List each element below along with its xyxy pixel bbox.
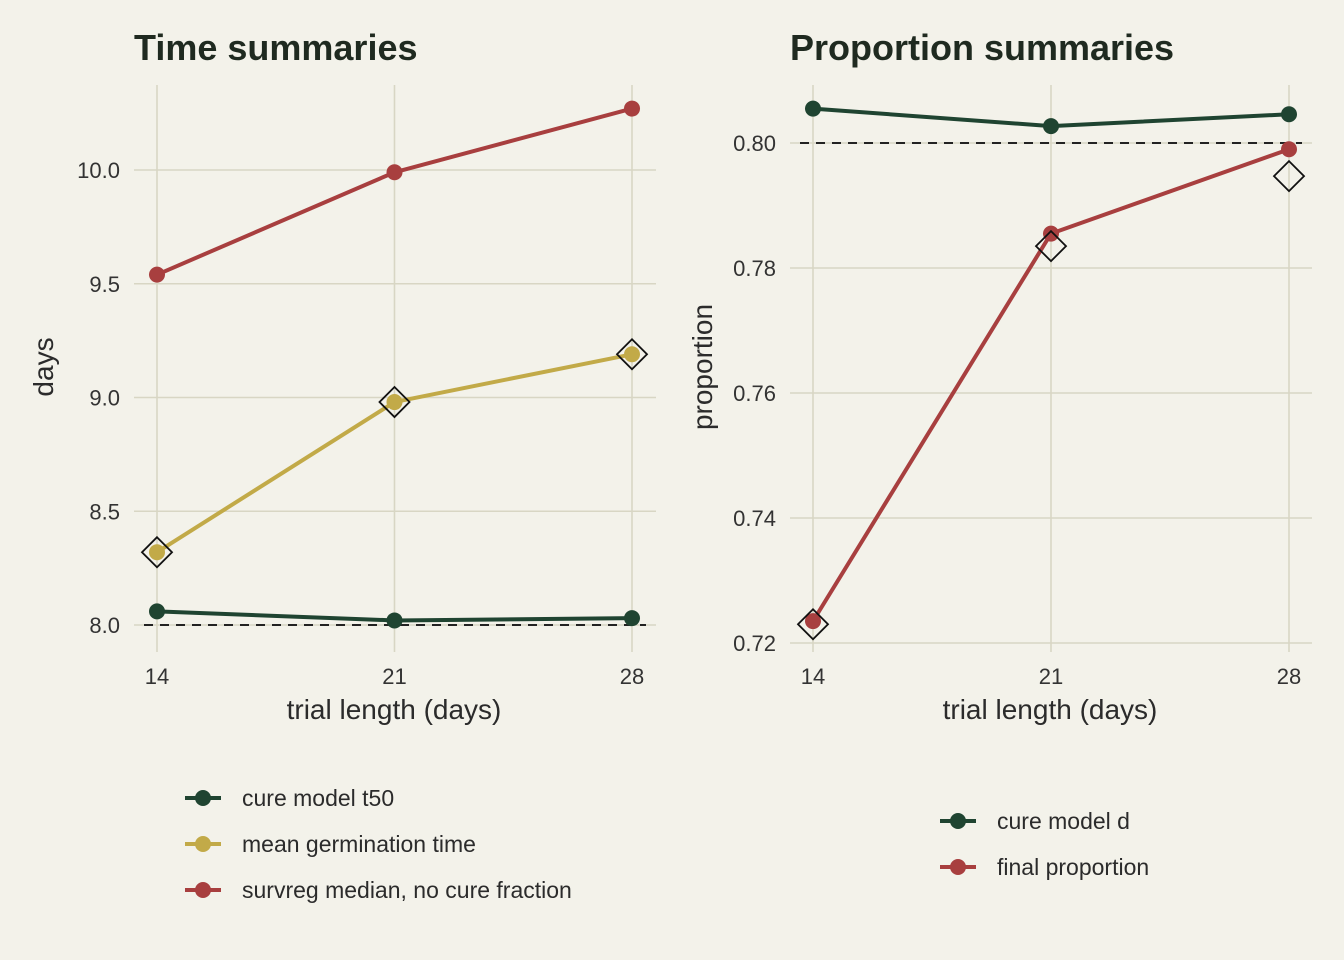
legend-item: cure model t50: [185, 785, 394, 811]
data-point: [805, 613, 821, 630]
reference-markers: [796, 159, 1306, 641]
data-point: [386, 394, 403, 411]
legend-label: cure model t50: [242, 785, 394, 811]
x-axis-label: trial length (days): [943, 694, 1158, 725]
data-point: [149, 603, 165, 620]
y-axis-label: proportion: [687, 304, 718, 430]
data-point: [1043, 118, 1059, 135]
data-point: [1281, 141, 1297, 158]
y-tick-label: 0.78: [733, 256, 776, 281]
legend-swatch-point: [195, 882, 211, 898]
legend-item: mean germination time: [185, 831, 476, 857]
y-tick-label: 8.0: [89, 613, 120, 638]
legend-label: survreg median, no cure fraction: [242, 877, 572, 903]
legend: cure model t50 mean germination time survr…: [185, 785, 572, 903]
data-point: [1043, 225, 1059, 242]
time-summaries-panel: Time summaries 8.0 8.5 9.0 9.5 10.0 14 21 28 t…: [28, 27, 656, 903]
data-point: [805, 100, 821, 117]
legend-label: cure model d: [997, 808, 1130, 834]
data-point: [149, 266, 165, 283]
x-tick-label: 28: [620, 664, 644, 689]
legend-item: final proportion: [940, 854, 1149, 880]
diamond-marker: [1272, 159, 1306, 193]
data-point: [624, 100, 640, 117]
legend-item: survreg median, no cure fraction: [185, 877, 572, 903]
legend-swatch-point: [195, 790, 211, 806]
x-tick-labels: 14 21 28: [801, 664, 1301, 689]
legend-item: cure model d: [940, 808, 1130, 834]
legend: cure model d final proportion: [940, 808, 1149, 880]
data-point: [386, 164, 403, 181]
y-tick-label: 0.80: [733, 131, 776, 156]
y-axis-label: days: [28, 337, 59, 396]
y-tick-labels: 0.72 0.74 0.76 0.78 0.80: [733, 131, 776, 656]
series-lines: [805, 100, 1297, 630]
data-point: [386, 612, 403, 629]
x-tick-label: 21: [382, 664, 406, 689]
data-point: [624, 610, 640, 627]
panel-title: Proportion summaries: [790, 27, 1174, 68]
y-tick-label: 0.74: [733, 506, 776, 531]
y-tick-label: 8.5: [89, 499, 120, 524]
x-tick-label: 14: [801, 664, 825, 689]
diamond-marker: [378, 385, 411, 419]
legend-swatch-point: [195, 836, 211, 852]
x-tick-label: 28: [1277, 664, 1301, 689]
legend-label: final proportion: [997, 854, 1149, 880]
x-tick-label: 21: [1039, 664, 1063, 689]
y-tick-label: 10.0: [77, 158, 120, 183]
x-axis-label: trial length (days): [287, 694, 502, 725]
reference-markers: [140, 338, 649, 569]
diamond-marker: [796, 607, 830, 641]
proportion-summaries-panel: Proportion summaries 0.72 0.74 0.76 0.78 0.8…: [687, 27, 1312, 880]
y-tick-labels: 8.0 8.5 9.0 9.5 10.0: [77, 158, 120, 638]
x-tick-label: 14: [145, 664, 169, 689]
diamond-marker: [615, 338, 649, 371]
gridlines: [790, 85, 1312, 652]
legend-swatch-point: [950, 859, 966, 875]
diamond-marker: [140, 535, 174, 569]
y-tick-label: 0.76: [733, 381, 776, 406]
diamond-marker: [1034, 229, 1068, 263]
y-tick-label: 9.5: [89, 272, 120, 297]
y-tick-label: 0.72: [733, 631, 776, 656]
x-tick-labels: 14 21 28: [145, 664, 644, 689]
legend-swatch-point: [950, 813, 966, 829]
panel-title: Time summaries: [134, 27, 417, 68]
series-lines: [149, 100, 640, 629]
legend-label: mean germination time: [242, 831, 476, 857]
data-point: [149, 544, 165, 561]
data-point: [624, 346, 640, 363]
data-point: [1281, 106, 1297, 123]
y-tick-label: 9.0: [89, 386, 120, 411]
